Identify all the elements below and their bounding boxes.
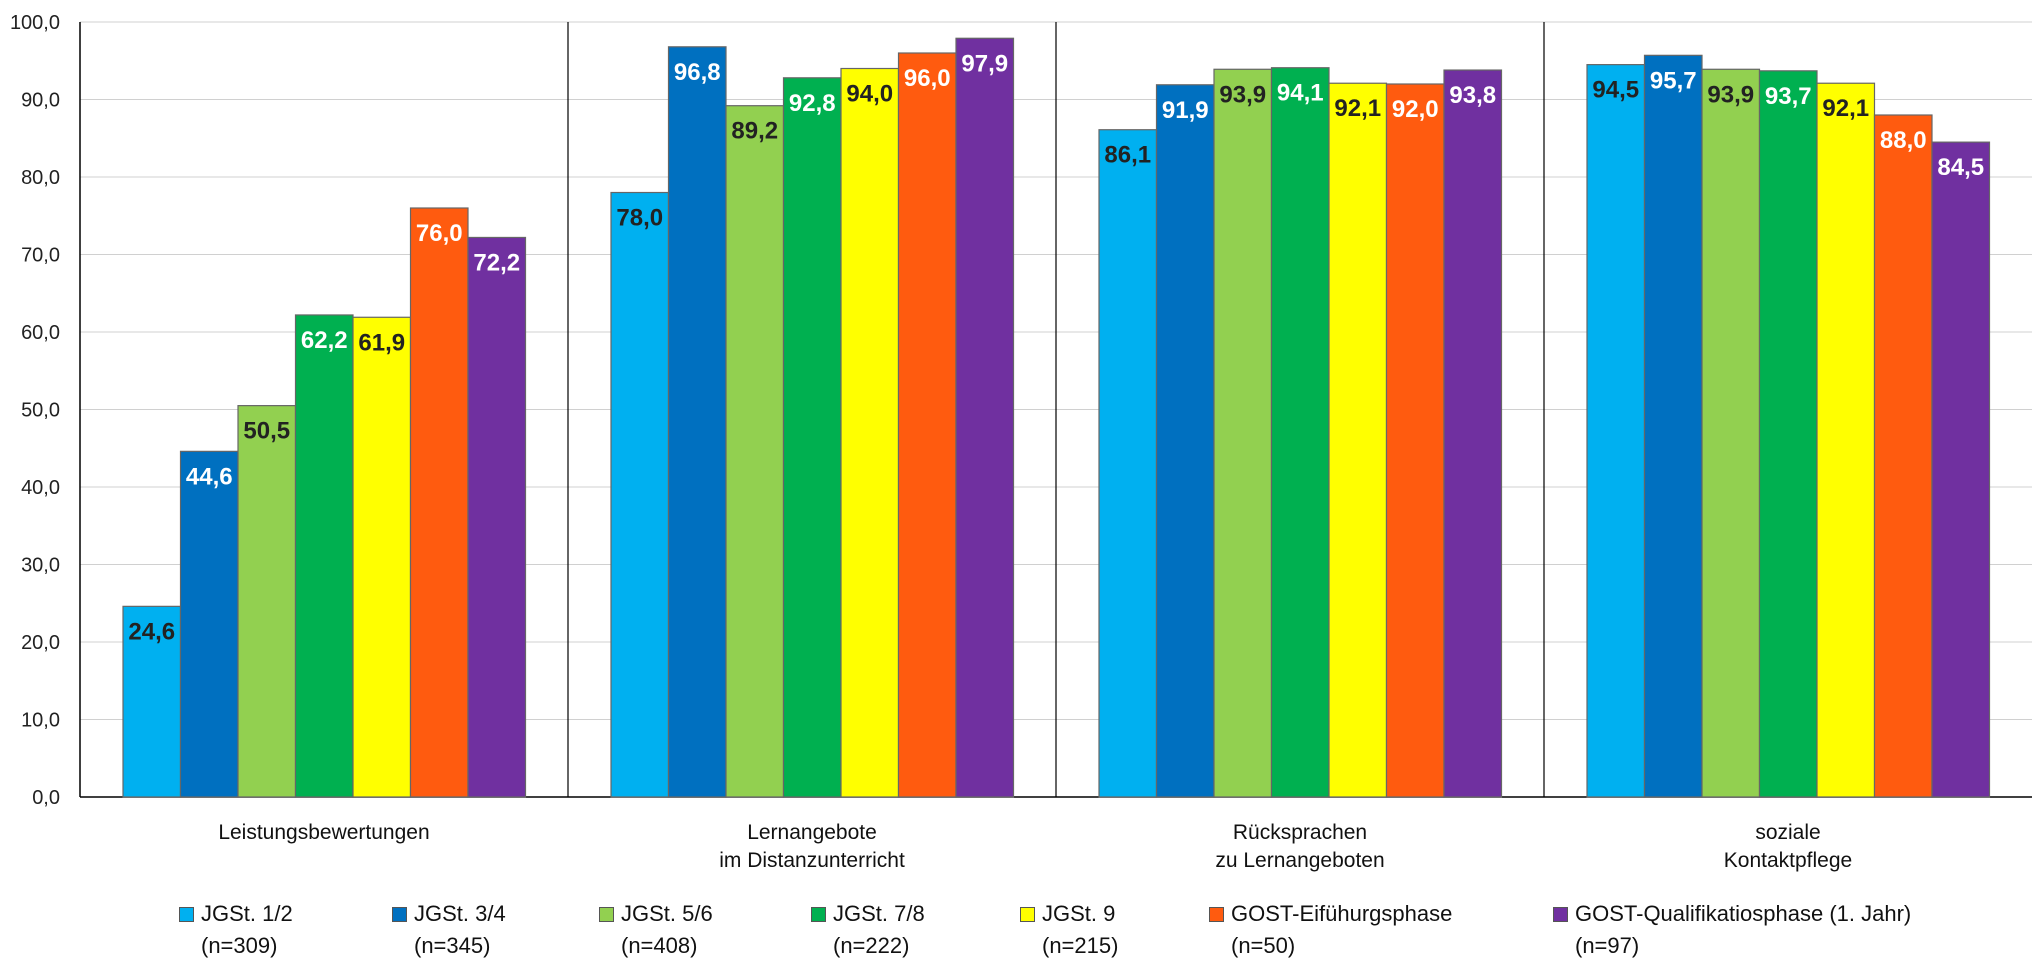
bar [955,37,1015,798]
bar-value-label: 84,5 [1937,154,1984,181]
bar-value-label: 89,2 [731,118,778,145]
legend-series-name: JGSt. 5/6 [621,901,713,926]
bar-value-label: 62,2 [301,327,348,354]
legend-series-name: JGSt. 3/4 [414,901,506,926]
y-tick-label: 10,0 [21,710,60,732]
bar [352,316,412,798]
bar-value-label: 94,5 [1592,77,1639,104]
y-tick-label: 80,0 [21,167,60,189]
bar [1213,68,1273,798]
legend-series-name: JGSt. 7/8 [833,901,925,926]
y-tick-label: 30,0 [21,555,60,577]
bar [1701,68,1761,798]
legend-sample-size: (n=309) [201,933,278,958]
category-label: im Distanzunterricht [719,849,905,872]
bar [179,450,239,798]
bar [782,77,842,798]
bar-value-label: 24,6 [128,618,175,645]
bar [667,46,727,798]
bar-value-label: 95,7 [1650,67,1697,94]
legend-sample-size: (n=222) [833,933,910,958]
bar-value-label: 72,2 [473,249,520,276]
bar [610,191,670,798]
legend-swatch [811,907,826,922]
bar-value-label: 78,0 [616,205,663,232]
legend-sample-size: (n=345) [414,933,491,958]
bar [1443,69,1503,798]
y-tick-label: 100,0 [10,12,60,34]
bar-chart: 0,0 10,0 20,0 30,0 40,0 50,0 60,0 70,0 80,0 90,0 1… [10,12,2032,872]
bar [467,236,527,798]
legend-swatch [1553,907,1568,922]
category-label: Leistungsbewertungen [218,821,429,844]
bar-value-label: 93,7 [1765,83,1812,110]
category-label: soziale [1755,821,1820,844]
bar-value-label: 92,8 [789,90,836,117]
bar [1643,54,1703,798]
bar [1155,84,1215,798]
category-label: Kontaktpflege [1724,849,1852,872]
bar [1931,141,1991,798]
bar-value-label: 92,1 [1822,95,1869,122]
legend-series-name: GOST-Qualifikatiosphase (1. Jahr) [1575,901,1912,926]
bar-value-label: 86,1 [1104,142,1151,169]
bar-value-label: 94,0 [846,81,893,108]
y-tick-label: 20,0 [21,632,60,654]
bar [122,605,182,798]
bar [1098,129,1158,798]
legend-sample-size: (n=215) [1042,933,1119,958]
bar [1270,67,1330,798]
bar-value-label: 50,5 [243,418,290,445]
legend-series-name: JGSt. 9 [1042,901,1116,926]
legend-swatch [1020,907,1035,922]
y-tick-label: 40,0 [21,477,60,499]
bar-value-label: 93,8 [1449,82,1496,109]
bar-value-label: 91,9 [1162,97,1209,124]
legend-sample-size: (n=97) [1575,933,1640,958]
bar [1873,114,1933,798]
bar-value-label: 96,0 [904,65,951,92]
bar [409,207,469,798]
legend-series-name: GOST-Eifühurgsphase [1231,901,1453,926]
bar [840,67,900,798]
bar-value-label: 93,9 [1219,81,1266,108]
y-tick-label: 50,0 [21,400,60,422]
y-tick-label: 60,0 [21,322,60,344]
legend-series-name: JGSt. 1/2 [201,901,293,926]
legend-swatch [1209,907,1224,922]
bar-value-label: 94,1 [1277,80,1324,107]
y-tick-label: 90,0 [21,90,60,112]
y-tick-label: 70,0 [21,245,60,267]
bar [1328,82,1388,798]
bar [725,105,785,798]
legend-sample-size: (n=408) [621,933,698,958]
legend-swatch [179,907,194,922]
bar-value-label: 93,9 [1707,81,1754,108]
y-tick-label: 0,0 [32,787,60,809]
bar-value-label: 92,1 [1334,95,1381,122]
bar-value-label: 44,6 [186,463,233,490]
bar [897,52,957,798]
bar-value-label: 97,9 [961,50,1008,77]
bar [1758,70,1818,798]
bar [1586,64,1646,798]
legend-swatch [392,907,407,922]
bar-value-label: 61,9 [358,329,405,356]
category-label: zu Lernangeboten [1215,849,1384,872]
legend: JGSt. 1/2 (n=309) JGSt. 3/4 (n=345) JGSt. 5/… [0,900,2032,966]
bar-value-label: 88,0 [1880,127,1927,154]
bar [294,314,354,798]
bar-value-label: 96,8 [674,59,721,86]
bar-value-label: 92,0 [1392,96,1439,123]
category-label: Rücksprachen [1233,821,1367,844]
bar [237,405,297,798]
legend-sample-size: (n=50) [1231,933,1296,958]
legend-swatch [599,907,614,922]
bar [1816,82,1876,798]
category-label: Lernangebote [747,821,877,844]
bar-value-label: 76,0 [416,220,463,247]
bar [1385,83,1445,798]
